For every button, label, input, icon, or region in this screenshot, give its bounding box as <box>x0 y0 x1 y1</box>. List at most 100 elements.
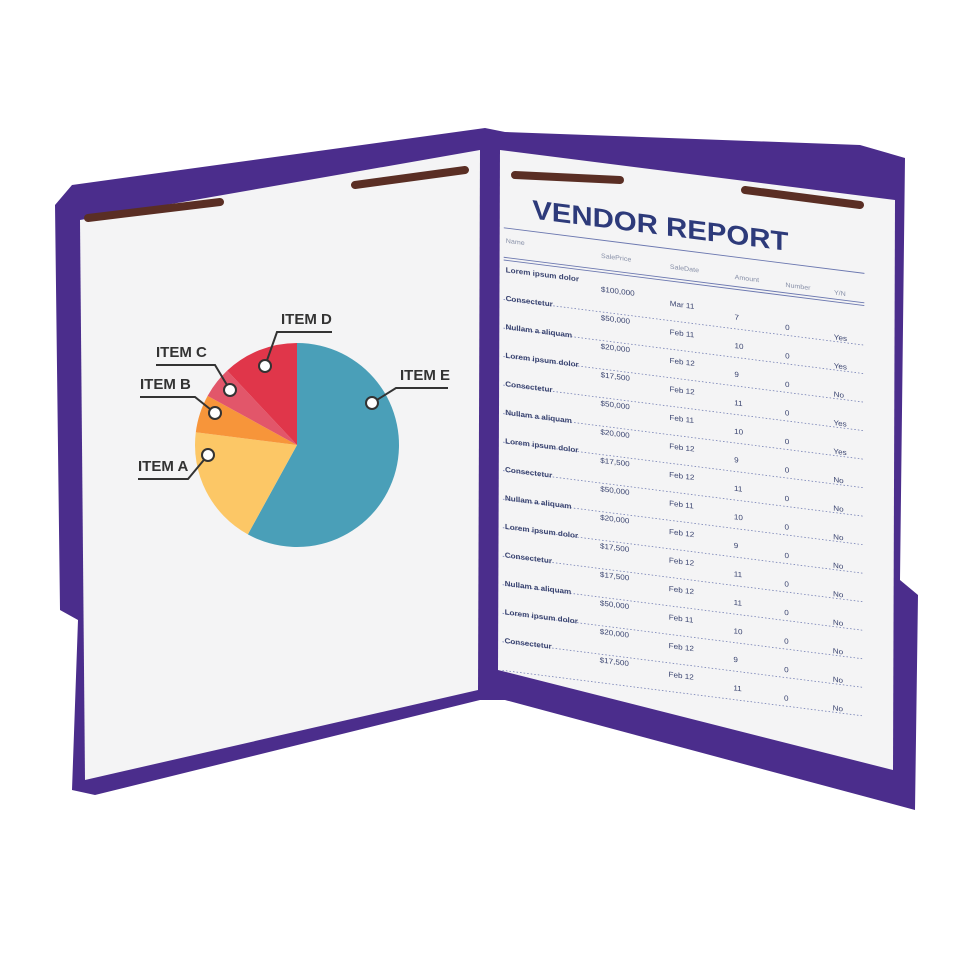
table-cell: $50,000 <box>600 485 630 497</box>
table-cell: 0 <box>785 323 790 332</box>
table-cell: No <box>833 618 843 628</box>
table-cell: $20,000 <box>601 342 631 354</box>
column-header: SaleDate <box>670 264 699 274</box>
table-cell: Yes <box>834 418 847 428</box>
table-cell: 0 <box>785 437 790 446</box>
table-cell: Feb 12 <box>669 641 694 653</box>
table-cell: 11 <box>734 484 742 494</box>
leader-line <box>371 387 448 404</box>
table-cell: $17,500 <box>601 371 631 383</box>
table-cell: Feb 11 <box>670 328 695 340</box>
table-cell: 0 <box>784 551 789 560</box>
leader-dot <box>258 359 272 373</box>
table-cell: 10 <box>734 341 744 351</box>
column-header: Amount <box>735 274 760 284</box>
table-cell: 11 <box>734 570 742 580</box>
pie-slice <box>227 343 297 445</box>
table-cell: $17,500 <box>600 456 630 468</box>
table-cell: $50,000 <box>601 313 631 325</box>
slice-label: ITEM C <box>156 344 207 361</box>
leader-line <box>264 331 332 367</box>
table-cell: 7 <box>735 313 740 322</box>
leader-line <box>156 364 231 391</box>
leader-dot <box>201 448 215 462</box>
table-cell: 11 <box>734 398 742 408</box>
table-cell: 0 <box>784 580 789 589</box>
table-cell: Feb 12 <box>670 356 695 368</box>
leader-line <box>140 396 216 414</box>
fasteners <box>84 166 864 222</box>
column-header: Name <box>506 238 525 247</box>
table-cell: 11 <box>733 684 741 694</box>
table-cell: No <box>833 532 843 542</box>
table-cell: 10 <box>734 627 744 637</box>
table-cell: 9 <box>733 655 738 664</box>
leader-dot <box>208 406 222 420</box>
leader-dot <box>365 396 379 410</box>
table-cell: Feb 11 <box>669 499 694 511</box>
table-cell: Yes <box>834 333 847 343</box>
table-cell: 0 <box>785 380 790 389</box>
table-cell: 0 <box>785 409 790 418</box>
table-cell: No <box>833 504 843 514</box>
table-cell: No <box>833 675 843 685</box>
table-cell: 11 <box>734 598 742 608</box>
slice-label: ITEM E <box>400 367 450 384</box>
leader-dot <box>223 383 237 397</box>
table-cell: 9 <box>734 541 739 550</box>
pie-slice <box>195 395 297 445</box>
table-cell: 0 <box>785 466 790 475</box>
slice-label: ITEM D <box>281 311 332 328</box>
table-cell: $50,000 <box>600 599 630 611</box>
rule <box>503 259 865 307</box>
table-cell: 0 <box>784 637 789 646</box>
table-cell: Feb 12 <box>669 442 694 454</box>
table-cell: $17,500 <box>600 542 630 554</box>
table-cell: 10 <box>734 427 744 437</box>
rule <box>503 227 865 274</box>
table-cell: Yes <box>834 361 847 371</box>
table-cell: Feb 12 <box>669 556 694 568</box>
table-cell: $20,000 <box>600 428 630 440</box>
slice-label: ITEM B <box>140 376 191 393</box>
table-cell: No <box>833 704 843 714</box>
leader-line <box>138 454 209 480</box>
table-cell: Feb 11 <box>669 613 694 625</box>
table-cell: No <box>833 561 843 571</box>
table-cell: $17,500 <box>600 570 630 582</box>
table-cell: 9 <box>734 370 739 379</box>
table-cell: Feb 12 <box>669 670 694 682</box>
table-cell: 0 <box>784 694 789 703</box>
table-cell: $17,500 <box>600 656 630 668</box>
column-header: Y/N <box>834 290 846 298</box>
slice-label: ITEM A <box>138 458 188 475</box>
pie-slice <box>195 432 297 535</box>
table-cell: Feb 12 <box>669 470 694 482</box>
pie-chart: ITEM E ITEM A ITEM B ITEM C ITEM D <box>138 311 450 547</box>
table-cell: 0 <box>785 352 790 361</box>
table-cell: Feb 12 <box>669 385 694 397</box>
table-cell: Mar 11 <box>670 299 695 311</box>
table-cell: 9 <box>734 456 739 465</box>
table-cell: No <box>833 647 843 657</box>
table-cell: $20,000 <box>600 627 630 639</box>
table-cell: 10 <box>734 513 744 523</box>
table-cell: $50,000 <box>601 399 631 411</box>
table-cell: Yes <box>833 447 846 457</box>
table-cell: No <box>834 390 844 400</box>
table-cell: 0 <box>784 608 789 617</box>
column-header: SalePrice <box>601 253 632 263</box>
table-cell: $20,000 <box>600 513 630 525</box>
table-cell: No <box>833 475 843 485</box>
table-cell: Feb 12 <box>669 527 694 539</box>
table-cell: 0 <box>785 494 790 503</box>
table-cell: Feb 12 <box>669 584 694 596</box>
right-paper <box>498 150 895 770</box>
table-cell: 0 <box>785 523 790 532</box>
table-cell: Feb 11 <box>669 413 694 425</box>
pie-slice <box>247 343 399 547</box>
rule <box>503 256 865 304</box>
table-cell: 0 <box>784 665 789 674</box>
column-header: Number <box>785 282 811 292</box>
